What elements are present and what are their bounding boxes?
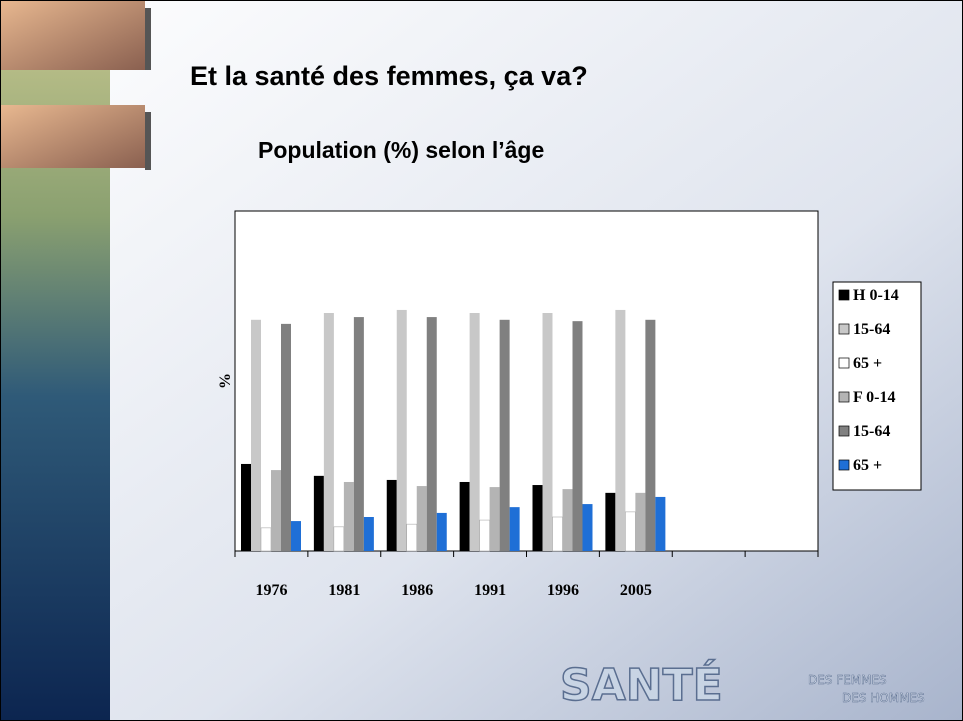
bar [615, 309, 626, 551]
bar [343, 481, 354, 551]
photo [0, 105, 145, 168]
bar [396, 309, 407, 551]
bar [281, 323, 291, 551]
bar [499, 319, 510, 551]
bar [313, 475, 324, 551]
bar [436, 512, 447, 551]
title: Et la santé des femmes, ça va? [190, 61, 588, 91]
x-tick-label: 1991 [474, 582, 506, 599]
x-tick-label: 1976 [255, 582, 287, 599]
bar [635, 492, 646, 551]
bar [406, 523, 417, 552]
bar [572, 321, 583, 551]
bar [645, 319, 656, 551]
legend-swatch [838, 391, 850, 403]
bar [251, 319, 261, 551]
legend [832, 281, 922, 491]
bar [582, 504, 593, 551]
logo-line: DES FEMMES [808, 673, 887, 687]
x-tick-label: 1986 [401, 582, 433, 599]
legend-label: 65 + [853, 457, 882, 474]
legend-label: 65 + [853, 355, 882, 372]
bar [562, 489, 573, 551]
bar [353, 317, 364, 551]
photo [0, 0, 145, 70]
bar [489, 487, 500, 551]
bar [552, 516, 563, 552]
bar [532, 485, 543, 551]
legend-label: 15-64 [853, 321, 890, 338]
legend-swatch [838, 357, 850, 369]
legend-label: H 0-14 [853, 287, 899, 304]
bar [459, 481, 470, 551]
bar [479, 519, 490, 552]
bar [333, 526, 345, 552]
bar [323, 313, 334, 551]
bar [271, 470, 281, 551]
subtitle: Population (%) selon l’âge [258, 137, 544, 163]
legend-label: 15-64 [853, 423, 890, 440]
x-tick-label: 1981 [328, 582, 360, 599]
legend-swatch [838, 289, 850, 301]
bar [416, 486, 427, 551]
x-tick-label: 2005 [620, 582, 652, 599]
bar [386, 479, 397, 551]
bar [241, 463, 251, 551]
bar [291, 521, 301, 551]
legend-label: F 0-14 [853, 389, 896, 406]
legend-swatch [838, 323, 850, 335]
bar [426, 317, 437, 551]
bar [655, 496, 666, 551]
bar [625, 511, 636, 552]
logo-line: DES HOMMES [842, 691, 925, 705]
bar [542, 313, 553, 551]
legend-swatch [838, 459, 850, 471]
bar [605, 492, 616, 551]
bar [260, 527, 272, 552]
logo-main: SANTÉ [560, 658, 723, 711]
bar [363, 517, 374, 551]
legend-swatch [838, 425, 850, 437]
bar [469, 313, 480, 551]
bar [509, 507, 520, 551]
photo-shadow [145, 112, 151, 170]
photo-shadow [145, 8, 151, 70]
y-axis-label: % [217, 373, 234, 389]
x-tick-label: 1996 [547, 582, 579, 599]
